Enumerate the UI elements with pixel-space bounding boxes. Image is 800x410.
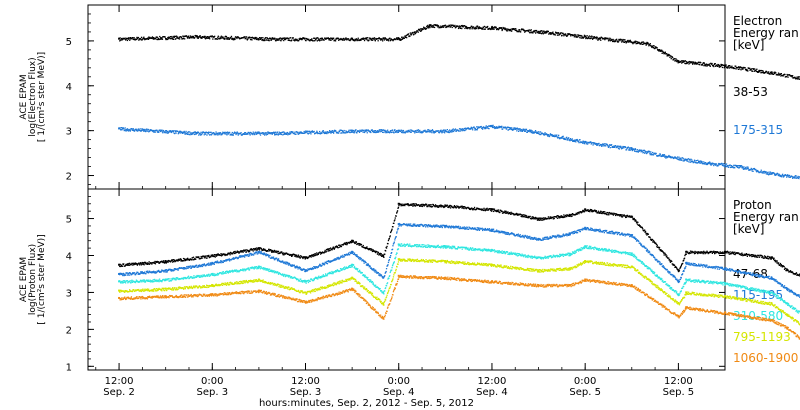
series-trace xyxy=(119,24,800,80)
data-point xyxy=(118,289,121,292)
x-tick-date: Sep. 4 xyxy=(383,387,415,398)
data-point xyxy=(770,276,773,279)
series-1060-1900 xyxy=(118,274,800,340)
y-axis-label: ACE EPAMlog(Electron Flux)[ 1/(cm²s ster… xyxy=(19,52,47,142)
y-tick-label: 5 xyxy=(66,37,72,48)
x-tick-label: 0:00 xyxy=(574,376,596,387)
y-axis-label-line: log(Electron Flux) xyxy=(28,57,38,136)
data-point xyxy=(118,37,121,40)
y-axis-label-line: log(Proton Flux) xyxy=(28,244,38,315)
x-tick-date: Sep. 3 xyxy=(197,387,229,398)
series-trace xyxy=(119,222,800,298)
y-tick-label: 3 xyxy=(66,127,72,138)
y-tick-label: 4 xyxy=(66,82,72,93)
data-point xyxy=(118,263,121,266)
series-38-53 xyxy=(118,24,800,80)
data-point xyxy=(677,280,680,283)
data-point xyxy=(382,302,385,305)
legend-entry: 175-315 xyxy=(733,123,783,137)
legend-entry: 1060-1900 xyxy=(733,351,798,365)
legend-entry: 38-53 xyxy=(733,85,768,99)
plot-frame xyxy=(87,4,726,190)
y-tick-label: 2 xyxy=(66,325,72,336)
y-tick-label: 4 xyxy=(66,251,72,262)
data-point xyxy=(537,284,540,287)
x-tick-label: 12:00 xyxy=(291,376,320,387)
x-tick-date: Sep. 3 xyxy=(290,387,322,398)
data-point xyxy=(786,313,789,316)
data-point xyxy=(677,293,680,296)
series-trace xyxy=(119,203,800,278)
x-tick-label: 12:00 xyxy=(664,376,693,387)
x-tick-date: Sep. 5 xyxy=(663,387,695,398)
data-point xyxy=(568,232,571,235)
x-tick-label: 12:00 xyxy=(105,376,134,387)
series-175-315 xyxy=(118,124,800,180)
x-tick-label: 12:00 xyxy=(478,376,507,387)
data-point xyxy=(630,147,633,150)
data-point xyxy=(685,291,688,294)
data-point xyxy=(118,296,121,299)
x-tick-date: Sep. 4 xyxy=(476,387,508,398)
plot-frame xyxy=(87,188,726,371)
y-tick-label: 1 xyxy=(66,362,72,373)
legend-entry: 47-68 xyxy=(733,267,768,281)
legend-title-line: [keV] xyxy=(733,38,764,52)
data-point xyxy=(685,306,688,309)
series-trace xyxy=(119,274,800,340)
legend-title-line: [keV] xyxy=(733,222,764,236)
data-point xyxy=(685,278,688,281)
y-axis-label-line: [ 1/(cm²s ster MeV)] xyxy=(37,234,47,324)
series-310-580 xyxy=(118,243,800,314)
y-axis-label-line: [ 1/(cm²s ster MeV)] xyxy=(37,52,47,142)
y-tick-label: 5 xyxy=(66,215,72,226)
y-tick-label: 3 xyxy=(66,288,72,299)
series-trace xyxy=(119,243,800,314)
legend-entry: 310-580 xyxy=(733,309,783,323)
legend-title-line: Energy ran xyxy=(733,210,799,224)
x-axis-label: hours:minutes, Sep. 2, 2012 - Sep. 5, 20… xyxy=(259,398,474,409)
data-point xyxy=(118,280,121,283)
data-point xyxy=(685,250,688,253)
y-axis-label-line: ACE EPAM xyxy=(19,74,29,119)
data-point xyxy=(164,295,167,298)
data-point xyxy=(685,261,688,264)
x-tick-date: Sep. 5 xyxy=(569,387,601,398)
legend-entry: 795-1193 xyxy=(733,330,791,344)
series-trace xyxy=(119,124,800,180)
series-795-1193 xyxy=(118,258,800,326)
series-115-195 xyxy=(118,222,800,298)
y-axis-label: ACE EPAMlog(Proton Flux)[ 1/(cm²s ster M… xyxy=(19,234,47,324)
legend-title-line: Electron xyxy=(733,14,782,28)
data-point xyxy=(490,228,493,231)
series-trace xyxy=(119,258,800,326)
data-point xyxy=(584,278,587,281)
panel-electron: 2 3 4 5 ACE EPAMlog(Electron Flux)[ 1/(cm²s … xyxy=(19,4,800,190)
data-point xyxy=(118,127,121,130)
data-point xyxy=(724,282,726,285)
panel-proton: 1 2 3 4 5 ACE EPAMlog(Proton Flux)[ 1/(cm²s s… xyxy=(19,188,800,373)
data-point xyxy=(118,272,121,275)
series-47-68 xyxy=(118,202,800,278)
y-axis-label-line: ACE EPAM xyxy=(19,257,29,302)
data-point xyxy=(537,217,540,220)
legend-title-line: Energy ran xyxy=(733,26,799,40)
legend-title-line: Proton xyxy=(733,198,772,212)
x-tick-label: 0:00 xyxy=(201,376,223,387)
x-tick-date: Sep. 2 xyxy=(103,387,135,398)
x-tick-label: 0:00 xyxy=(387,376,409,387)
y-tick-label: 2 xyxy=(66,172,72,183)
